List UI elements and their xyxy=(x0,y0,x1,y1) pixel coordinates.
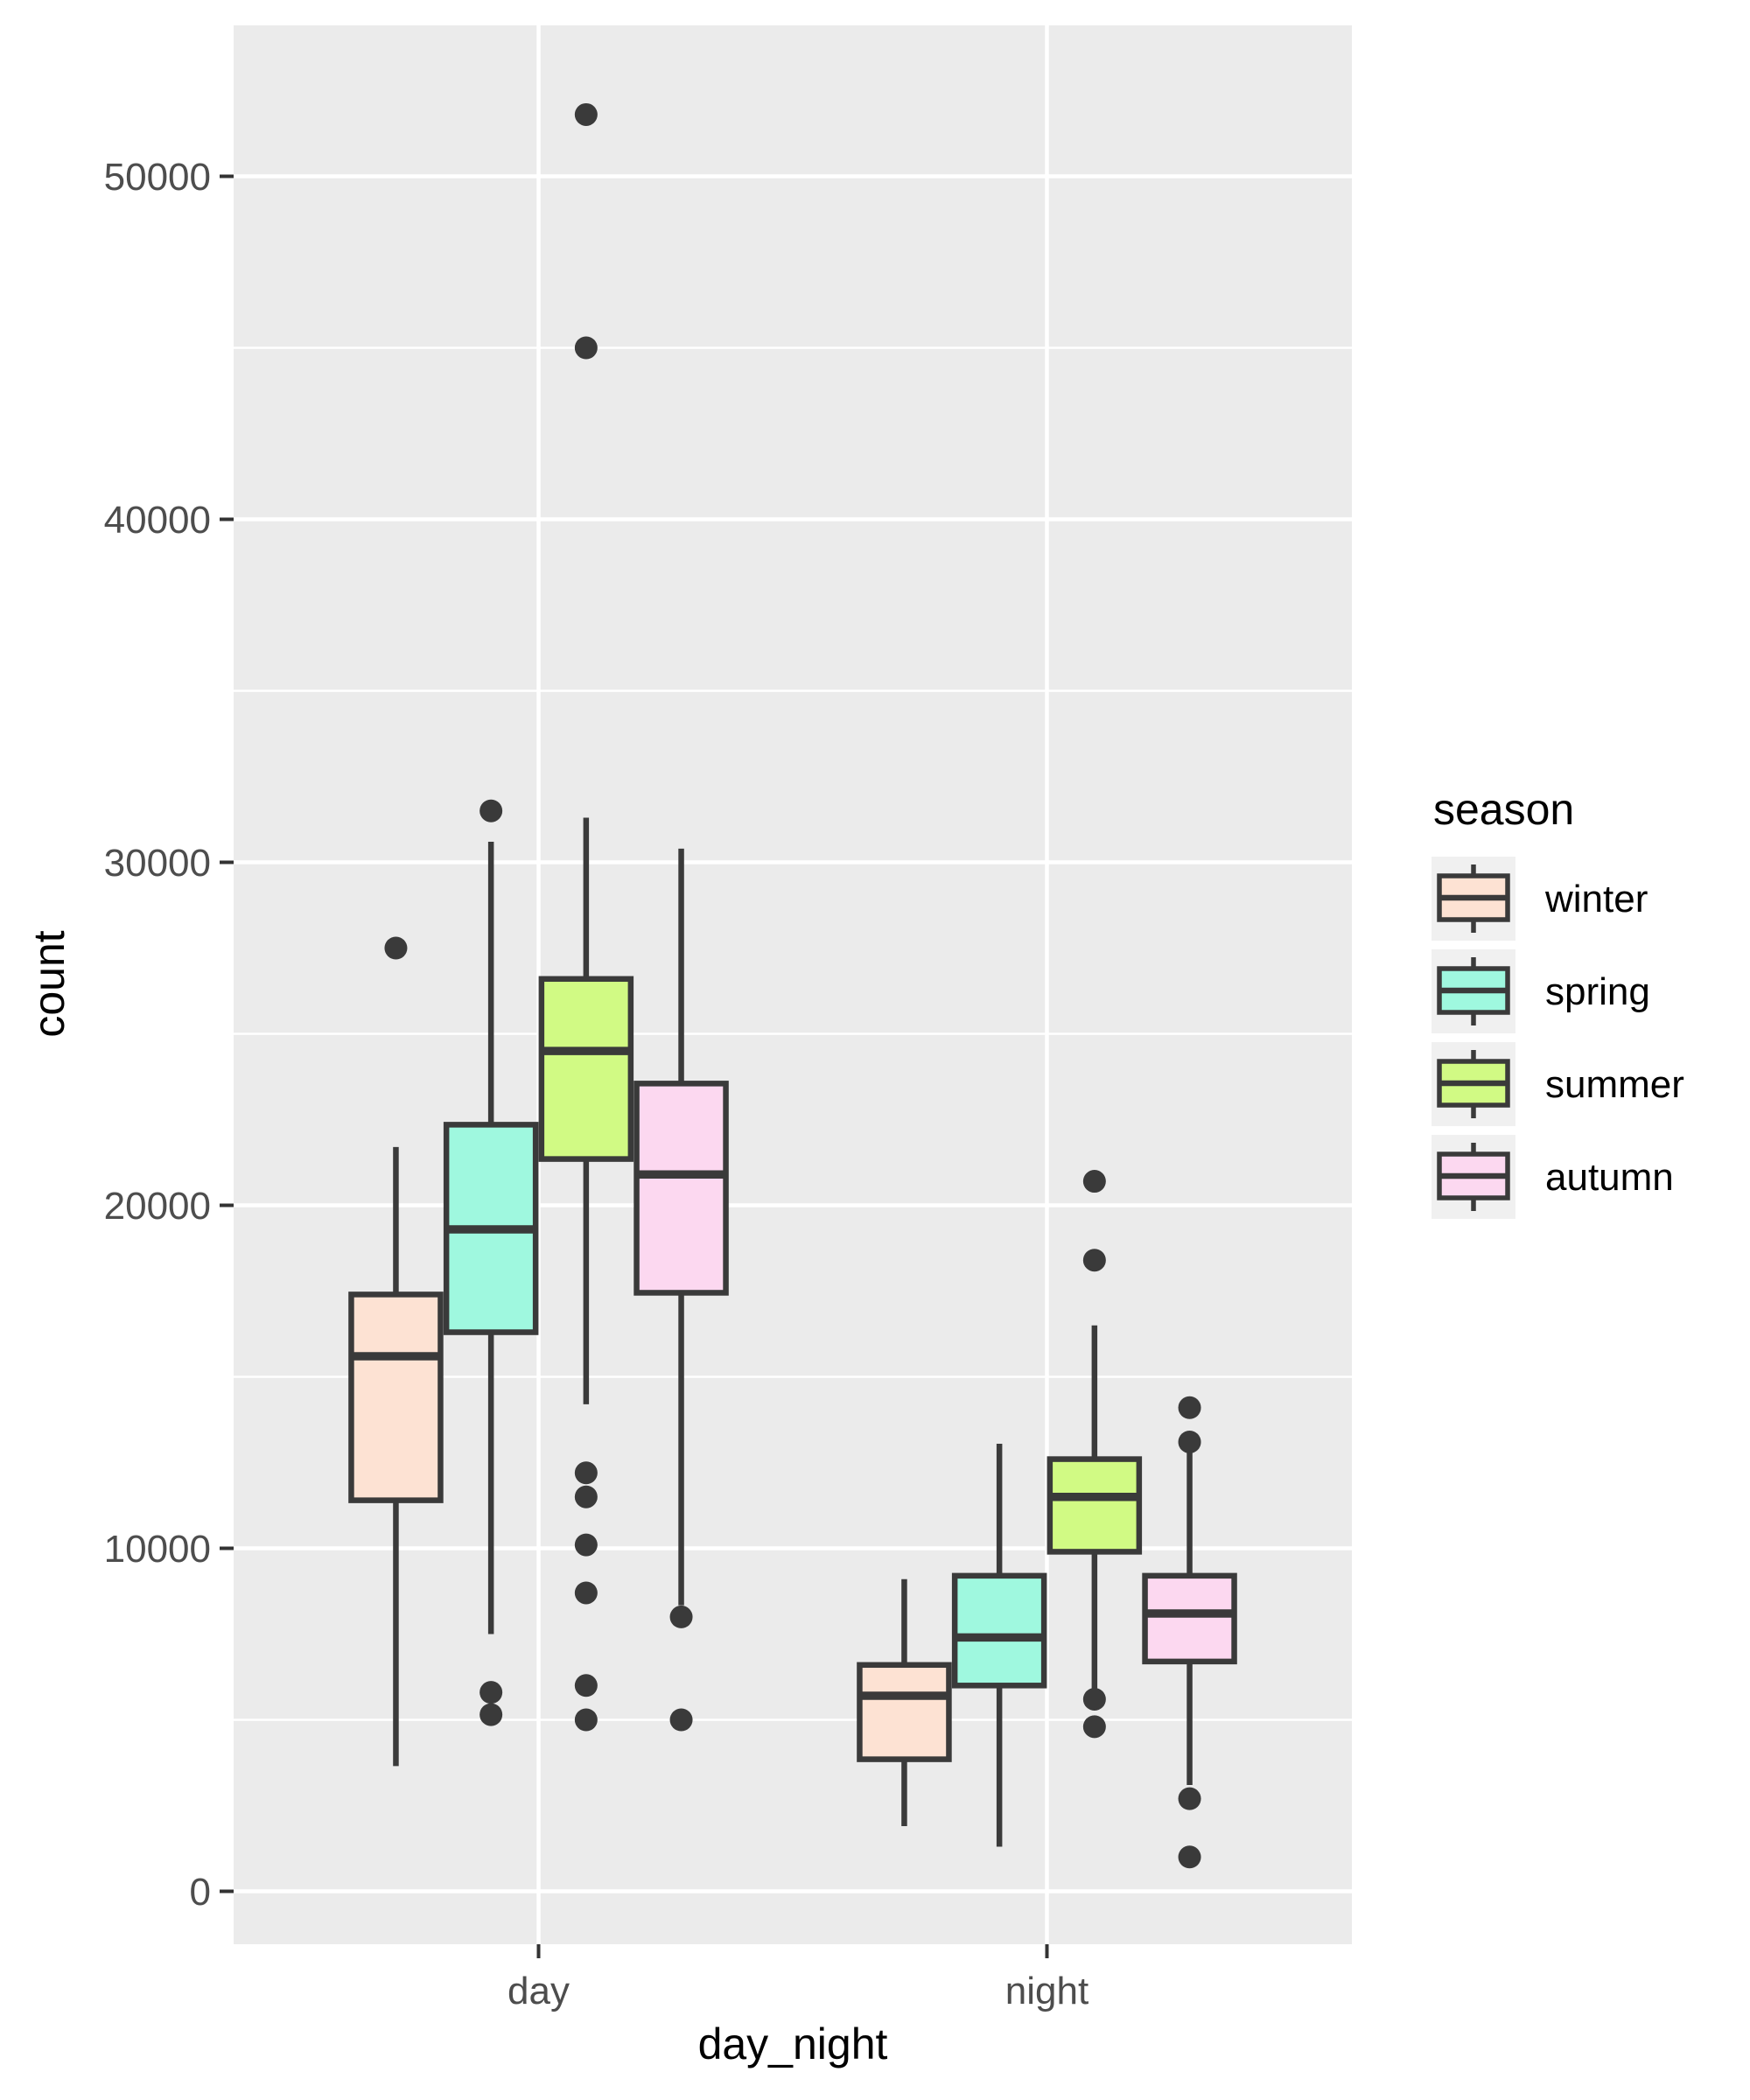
iqr-box xyxy=(857,1662,952,1762)
outlier-point xyxy=(669,1605,693,1628)
outlier-point xyxy=(574,1708,598,1732)
boxplot-summer-day xyxy=(538,102,634,1732)
boxplot-winter-night xyxy=(857,1578,952,1827)
outlier-point xyxy=(574,336,598,360)
y-tick-label: 10000 xyxy=(104,1528,211,1571)
iqr-box xyxy=(634,1081,729,1296)
outlier-point xyxy=(1082,1249,1106,1272)
outlier-point xyxy=(1178,1396,1201,1419)
outlier-point xyxy=(384,936,408,960)
legend-label-autumn: autumn xyxy=(1545,1156,1674,1199)
legend: season winter spring summer autumn xyxy=(1432,785,1684,1219)
boxplot-spring-night xyxy=(951,1443,1047,1847)
outlier-point xyxy=(574,102,598,126)
y-tick-label: 0 xyxy=(190,1871,211,1914)
legend-item-spring: spring xyxy=(1432,949,1650,1033)
y-tick-label: 20000 xyxy=(104,1185,211,1228)
outlier-point xyxy=(574,1581,598,1605)
boxplot-summer-night xyxy=(1046,1170,1143,1739)
x-tick-label-night: night xyxy=(1005,1970,1088,2012)
outlier-point xyxy=(1178,1845,1201,1869)
outlier-point xyxy=(669,1708,693,1732)
boxplot-autumn-day xyxy=(634,848,729,1732)
legend-title: season xyxy=(1433,785,1574,834)
x-axis-title: day_night xyxy=(698,2020,888,2068)
y-tick-label: 50000 xyxy=(104,156,211,199)
legend-label-summer: summer xyxy=(1545,1063,1684,1106)
outlier-point xyxy=(1082,1170,1106,1194)
legend-item-autumn: autumn xyxy=(1432,1135,1674,1219)
outlier-point xyxy=(480,1703,503,1726)
legend-label-spring: spring xyxy=(1545,970,1650,1013)
y-axis-title: count xyxy=(24,930,74,1037)
outlier-point xyxy=(574,1533,598,1557)
legend-item-winter: winter xyxy=(1432,857,1648,941)
iqr-box xyxy=(951,1572,1047,1689)
legend-label-winter: winter xyxy=(1544,878,1648,920)
boxplot-autumn-night xyxy=(1142,1396,1237,1869)
y-tick-label: 30000 xyxy=(104,842,211,885)
iqr-box xyxy=(538,976,634,1162)
boxplot-spring-day xyxy=(443,799,539,1726)
outlier-point xyxy=(1178,1430,1201,1453)
legend-item-summer: summer xyxy=(1432,1042,1684,1126)
outlier-point xyxy=(1178,1787,1201,1810)
boxplot-winter-day xyxy=(348,936,444,1767)
iqr-box xyxy=(1142,1572,1237,1665)
outlier-point xyxy=(574,1461,598,1485)
outlier-point xyxy=(480,799,503,822)
outlier-point xyxy=(574,1674,598,1698)
outlier-point xyxy=(480,1681,503,1704)
x-tick-label-day: day xyxy=(508,1970,570,2012)
iqr-box xyxy=(1046,1456,1143,1555)
iqr-box xyxy=(348,1292,444,1503)
outlier-point xyxy=(1082,1687,1106,1711)
outlier-point xyxy=(1082,1715,1106,1739)
y-tick-label: 40000 xyxy=(104,499,211,542)
outlier-point xyxy=(574,1485,598,1508)
